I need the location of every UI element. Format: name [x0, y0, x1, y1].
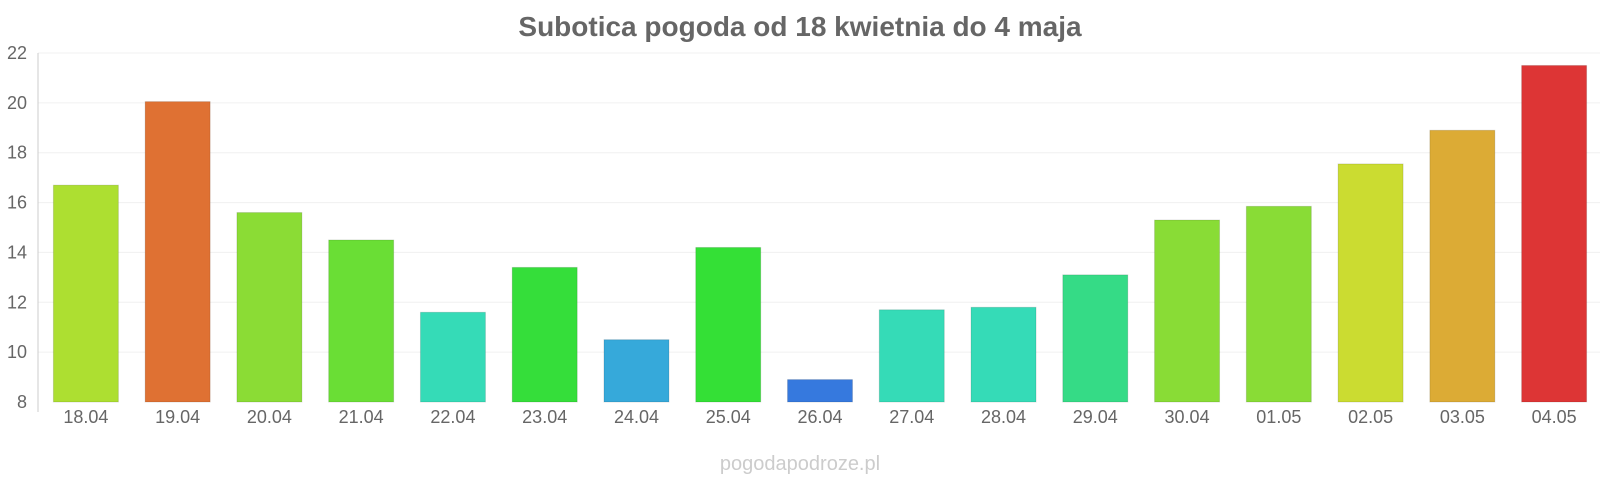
bar [787, 379, 853, 403]
bar [1154, 219, 1221, 403]
watermark-text: pogodapodroze.pl [720, 453, 880, 475]
bar [878, 309, 945, 403]
x-tick-label: 18.04 [63, 407, 108, 427]
y-tick-label: 10 [7, 342, 27, 362]
x-tick-label: 20.04 [247, 407, 292, 427]
bar [328, 239, 395, 403]
bar [1337, 163, 1404, 403]
bar [1521, 64, 1588, 403]
bar [1245, 205, 1312, 403]
bars [52, 64, 1588, 403]
x-tick-label: 30.04 [1165, 407, 1210, 427]
x-tick-label: 24.04 [614, 407, 659, 427]
x-tick-label: 21.04 [339, 407, 384, 427]
y-tick-label: 18 [7, 143, 27, 163]
bar [603, 339, 670, 403]
y-tick-label: 12 [7, 292, 27, 312]
y-tick-label: 16 [7, 193, 27, 213]
x-tick-label: 22.04 [430, 407, 475, 427]
x-axis: 18.04 19.04 20.04 21.04 22.04 23.04 24.04 25.04… [63, 407, 1576, 427]
x-tick-label: 23.04 [522, 407, 567, 427]
bar [1429, 129, 1496, 403]
bar [419, 311, 486, 403]
y-axis: 8 10 12 14 16 18 20 22 [7, 43, 39, 412]
bar [1062, 274, 1129, 403]
bar [970, 306, 1037, 403]
bar [236, 212, 303, 403]
x-tick-label: 04.05 [1532, 407, 1577, 427]
y-tick-label: 22 [7, 43, 27, 63]
x-tick-label: 28.04 [981, 407, 1026, 427]
y-tick-label: 8 [17, 392, 27, 412]
x-tick-label: 19.04 [155, 407, 200, 427]
bar [511, 266, 578, 403]
chart-title: Subotica pogoda od 18 kwietnia do 4 maja [518, 11, 1082, 42]
x-tick-label: 02.05 [1348, 407, 1393, 427]
y-tick-label: 20 [7, 93, 27, 113]
x-tick-label: 27.04 [889, 407, 934, 427]
bar [52, 184, 119, 403]
bar [144, 101, 211, 403]
x-tick-label: 26.04 [797, 407, 842, 427]
x-tick-label: 01.05 [1256, 407, 1301, 427]
x-tick-label: 29.04 [1073, 407, 1118, 427]
bar [695, 246, 762, 403]
x-tick-label: 25.04 [706, 407, 751, 427]
x-tick-label: 03.05 [1440, 407, 1485, 427]
y-tick-label: 14 [7, 242, 27, 262]
